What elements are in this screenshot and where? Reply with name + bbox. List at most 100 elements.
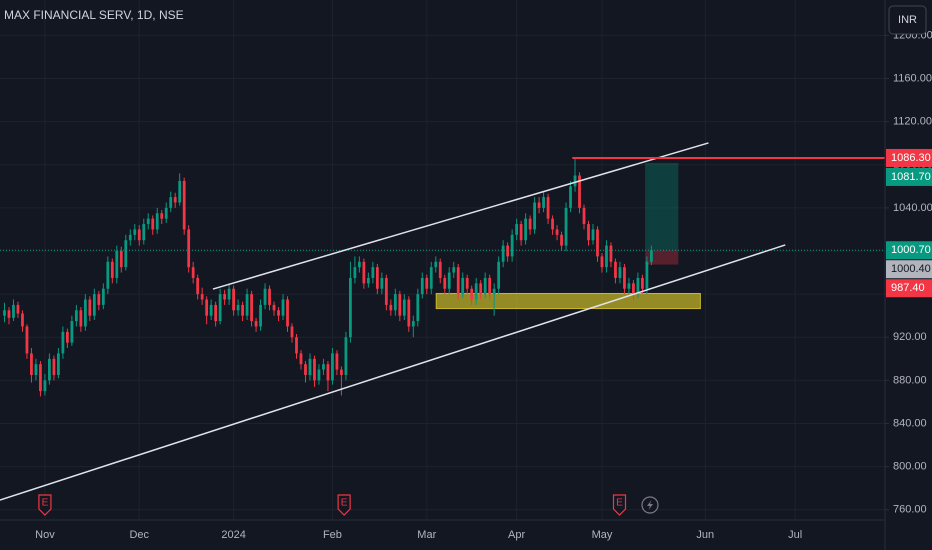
candle-body bbox=[614, 261, 617, 278]
candle-body bbox=[250, 294, 253, 322]
candle-body bbox=[515, 224, 519, 235]
channel-line bbox=[212, 142, 709, 290]
axes: 760.00800.00840.00880.00920.00960.001000… bbox=[35, 29, 932, 541]
candle-body bbox=[546, 197, 550, 219]
candle-body bbox=[92, 294, 96, 316]
candle-body bbox=[169, 197, 173, 208]
candle-body bbox=[452, 267, 456, 273]
candle-body bbox=[57, 353, 60, 375]
event-label: E bbox=[616, 498, 623, 509]
x-tick-label: May bbox=[592, 529, 613, 541]
candle-body bbox=[313, 358, 316, 381]
candle-body bbox=[173, 197, 177, 203]
candle-body bbox=[636, 277, 640, 295]
currency-button[interactable] bbox=[888, 5, 927, 35]
candle-body bbox=[542, 197, 545, 208]
support-zone bbox=[435, 292, 701, 310]
candle-body bbox=[101, 288, 105, 305]
candle-body bbox=[155, 213, 159, 230]
candle-body bbox=[533, 202, 536, 230]
event-label: E bbox=[341, 498, 348, 509]
position-stop bbox=[645, 250, 679, 265]
candle-body bbox=[272, 304, 276, 311]
candle-body bbox=[641, 277, 644, 289]
currency-label[interactable]: INR bbox=[898, 14, 917, 26]
candle-body bbox=[128, 234, 132, 241]
x-tick-label: Feb bbox=[323, 529, 342, 541]
candle-body bbox=[650, 250, 653, 262]
candle-body bbox=[344, 337, 348, 375]
price-label: 1081.70 bbox=[891, 171, 931, 183]
candle-body bbox=[578, 175, 581, 208]
candle-body bbox=[146, 218, 150, 225]
candle-body bbox=[133, 229, 137, 235]
candle-body bbox=[97, 294, 101, 305]
candle-body bbox=[335, 353, 339, 370]
candle-body bbox=[232, 288, 235, 311]
candle-body bbox=[88, 299, 92, 316]
event-label: E bbox=[42, 498, 49, 509]
x-tick-label: Apr bbox=[508, 529, 525, 541]
candle-body bbox=[308, 358, 312, 375]
candle-body bbox=[61, 331, 65, 354]
candle-body bbox=[497, 261, 501, 289]
candle-body bbox=[398, 294, 402, 316]
candle-body bbox=[178, 180, 182, 203]
candle-body bbox=[299, 353, 303, 365]
candle-body bbox=[470, 288, 474, 300]
candle-body bbox=[7, 310, 11, 318]
price-label: 1086.30 bbox=[891, 152, 931, 164]
y-tick-label: 840.00 bbox=[893, 417, 927, 429]
candle-body bbox=[609, 245, 613, 262]
candle-body bbox=[340, 369, 343, 375]
candle-body bbox=[465, 277, 469, 289]
candle-body bbox=[623, 267, 626, 289]
candle-body bbox=[254, 321, 258, 327]
candle-body bbox=[645, 261, 649, 289]
candle-body bbox=[488, 277, 492, 295]
candle-body bbox=[34, 364, 38, 375]
candle-body bbox=[25, 326, 29, 354]
candle-body bbox=[564, 207, 568, 246]
candle-body bbox=[21, 313, 24, 327]
event-marker bbox=[337, 494, 351, 516]
candle-body bbox=[389, 304, 393, 311]
channel-line bbox=[0, 244, 786, 501]
lightning-bolt bbox=[647, 500, 653, 510]
candle-body bbox=[115, 250, 119, 278]
price-label-box bbox=[886, 279, 932, 298]
candle-body bbox=[447, 272, 451, 289]
candle-body bbox=[573, 175, 577, 187]
candle-body bbox=[605, 245, 608, 268]
candle-body bbox=[353, 267, 357, 278]
candle-body bbox=[429, 267, 433, 289]
candle-body bbox=[483, 277, 487, 295]
candle-body bbox=[537, 202, 541, 208]
candle-body bbox=[160, 213, 164, 219]
price-label-box bbox=[886, 241, 932, 260]
candle-body bbox=[322, 364, 325, 370]
candle-body bbox=[384, 277, 388, 305]
candles bbox=[3, 157, 653, 397]
candle-body bbox=[600, 256, 604, 268]
y-tick-label: 760.00 bbox=[893, 504, 927, 516]
candle-body bbox=[65, 331, 69, 343]
candle-body bbox=[137, 229, 141, 241]
candle-body bbox=[420, 277, 424, 295]
price-label-box bbox=[886, 260, 932, 279]
candle-body bbox=[236, 304, 240, 311]
candle-body bbox=[528, 218, 532, 230]
chart-title: MAX FINANCIAL SERV, 1D, NSE bbox=[4, 8, 184, 22]
y-tick-label: 920.00 bbox=[893, 331, 927, 343]
event-marker bbox=[612, 494, 627, 516]
candle-body bbox=[524, 218, 528, 241]
candle-body bbox=[227, 288, 231, 300]
candle-body bbox=[326, 364, 330, 381]
x-tick-label: 2024 bbox=[221, 529, 245, 541]
candle-body bbox=[142, 224, 146, 241]
candle-body bbox=[241, 304, 244, 316]
lightning-icon[interactable] bbox=[641, 496, 659, 514]
candle-body bbox=[393, 294, 397, 311]
candle-body bbox=[30, 353, 33, 375]
